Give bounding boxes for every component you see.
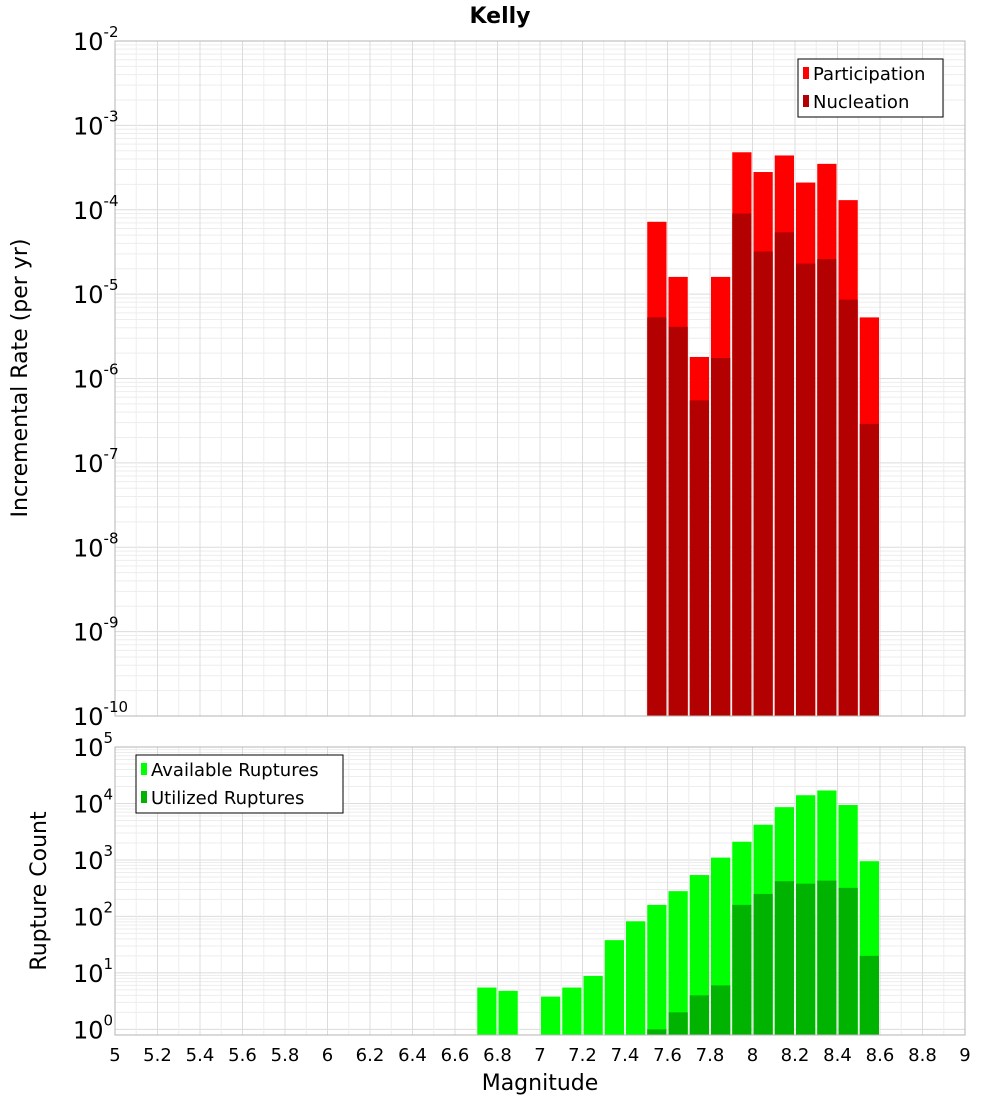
plot-frame	[114, 40, 966, 717]
legend: Available Ruptures Utilized Ruptures	[135, 754, 344, 814]
y-tick-label: 103	[73, 842, 113, 875]
bar	[668, 1012, 688, 1035]
bar	[859, 955, 879, 1035]
bar	[838, 887, 858, 1035]
x-tick-label: 6.6	[441, 1045, 470, 1066]
series-utilized-ruptures	[647, 880, 879, 1035]
bar	[647, 904, 667, 1035]
legend-label: Utilized Ruptures	[151, 788, 304, 809]
y-axis-label-rate: Incremental Rate (per yr)	[8, 239, 33, 518]
series-nucleation	[647, 213, 879, 717]
y-tick-label: 10-6	[73, 361, 119, 394]
legend-label: Available Ruptures	[151, 760, 319, 781]
x-tick-label: 8.4	[823, 1045, 852, 1066]
x-tick-label: 5.8	[271, 1045, 300, 1066]
legend-label: Nucleation	[813, 92, 909, 113]
bar	[796, 883, 816, 1035]
bar	[689, 995, 709, 1035]
bar	[711, 985, 731, 1035]
x-tick-label: 5.6	[228, 1045, 257, 1066]
bar	[604, 940, 624, 1035]
x-tick-label: 7.2	[568, 1045, 597, 1066]
y-tick-label: 10-2	[73, 23, 119, 56]
x-tick-label: 5	[109, 1045, 120, 1066]
y-tick-label: 102	[73, 898, 113, 931]
x-tick-label: 9	[959, 1045, 970, 1066]
bar	[838, 299, 858, 716]
bar	[689, 875, 709, 1035]
bar	[689, 400, 709, 716]
bar	[647, 1029, 667, 1035]
bar	[859, 423, 879, 716]
x-tick-label: 5.4	[186, 1045, 215, 1066]
x-tick-label: 8	[747, 1045, 758, 1066]
bar	[732, 213, 752, 717]
y-tick-label: 10-9	[73, 614, 119, 647]
bar	[732, 904, 752, 1035]
chart-title: Kelly	[469, 4, 530, 29]
y-tick-label: 10-7	[73, 445, 119, 478]
bar	[626, 921, 646, 1035]
y-axis-label-rupture-count: Rupture Count	[27, 811, 52, 971]
bar	[817, 880, 837, 1035]
legend-swatch	[803, 95, 809, 107]
legend-box	[135, 754, 344, 814]
legend-swatch	[141, 791, 147, 803]
legend-swatch	[141, 763, 147, 775]
bar	[817, 259, 837, 716]
bar	[647, 317, 667, 716]
legend-box	[797, 58, 944, 118]
x-axis-label: Magnitude	[482, 1071, 599, 1096]
x-tick-label: 8.2	[781, 1045, 810, 1066]
y-tick-label: 10-10	[73, 698, 128, 731]
bar	[668, 891, 688, 1035]
chart-panels: 10-10 10-9 10-8 10-7 10-6 10-5 10-4 10-3 10-2 Par…	[73, 23, 971, 1066]
bar	[583, 976, 603, 1035]
y-tick-label: 101	[73, 955, 113, 988]
y-tick-label: 104	[73, 785, 113, 818]
x-tick-label: 7.6	[653, 1045, 682, 1066]
legend-swatch	[803, 67, 809, 79]
bar	[477, 987, 497, 1035]
bar	[541, 996, 561, 1035]
bar	[711, 357, 731, 716]
panel-1: 100 101 102 103 104 105 Available Ruptures Util…	[73, 729, 966, 1044]
y-tick-label: 105	[73, 729, 113, 762]
x-tick-label: 8.6	[866, 1045, 895, 1066]
y-tick-label: 10-5	[73, 276, 119, 309]
bar	[562, 987, 582, 1035]
x-tick-label: 6.8	[483, 1045, 512, 1066]
x-tick-labels: 5 5.2 5.4 5.6 5.8 6 6.2 6.4 6.6 6.8 7 7.2 7.4 7.6 7.8 8…	[109, 1045, 970, 1066]
y-tick-label: 100	[73, 1011, 113, 1044]
y-tick-label: 10-8	[73, 529, 119, 562]
y-tick-label: 10-3	[73, 107, 119, 140]
x-tick-label: 5.2	[143, 1045, 172, 1066]
legend: Participation Nucleation	[797, 58, 944, 118]
x-tick-label: 6	[322, 1045, 333, 1066]
bar	[774, 232, 794, 716]
x-tick-label: 7.8	[696, 1045, 725, 1066]
bar	[796, 263, 816, 716]
x-tick-label: 8.8	[908, 1045, 937, 1066]
y-tick-label: 10-4	[73, 192, 119, 225]
bar	[753, 251, 773, 716]
x-tick-label: 6.2	[356, 1045, 385, 1066]
x-tick-label: 6.4	[398, 1045, 427, 1066]
bar	[668, 326, 688, 716]
plot-frame	[114, 746, 966, 1036]
bar	[753, 893, 773, 1035]
x-tick-label: 7	[534, 1045, 545, 1066]
x-tick-label: 7.4	[611, 1045, 640, 1066]
legend-label: Participation	[813, 64, 925, 85]
panel-0: 10-10 10-9 10-8 10-7 10-6 10-5 10-4 10-3 10-2 Par…	[73, 23, 966, 731]
bar	[498, 990, 518, 1035]
bar	[774, 881, 794, 1035]
